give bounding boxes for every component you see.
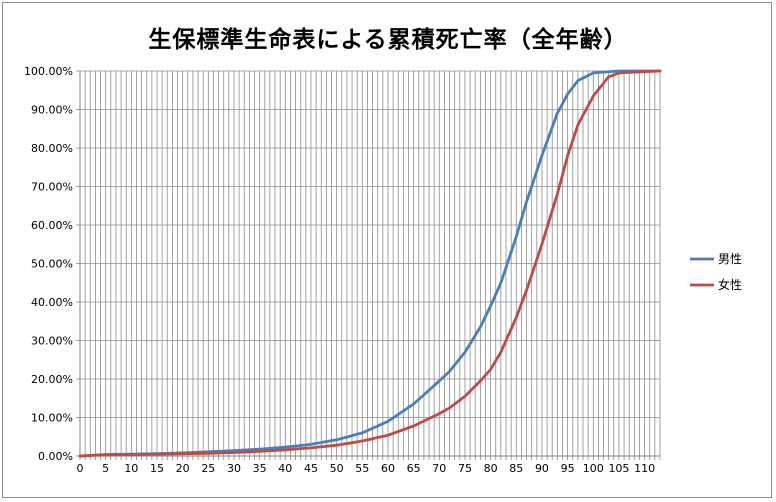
x-tick-label: 5: [102, 462, 109, 475]
x-tick-label: 35: [253, 462, 267, 475]
x-tick-label: 75: [458, 462, 472, 475]
chart-title: 生保標準生命表による累積死亡率（全年齢）: [148, 27, 628, 53]
y-tick-label: 90.00%: [31, 104, 73, 117]
x-tick-label: 90: [535, 462, 549, 475]
y-axis-ticks: 0.00% 10.00% 20.00% 30.00% 40.00% 50.00% 60.00…: [24, 65, 80, 463]
x-axis-ticks: 0 5 10 15 20 25 30 35 40 45 50 55 60 65 70 75 80 85 90 95 10…: [77, 462, 656, 475]
x-tick-label: 30: [227, 462, 241, 475]
y-tick-label: 100.00%: [24, 65, 73, 78]
legend-label-male: 男性: [718, 252, 742, 266]
legend-label-female: 女性: [718, 277, 742, 292]
x-tick-label: 105: [608, 462, 629, 475]
x-tick-label: 80: [484, 462, 498, 475]
x-tick-label: 95: [561, 462, 575, 475]
x-tick-label: 15: [150, 462, 164, 475]
x-tick-label: 20: [176, 462, 190, 475]
y-tick-label: 10.00%: [31, 412, 73, 425]
x-tick-label: 10: [124, 462, 138, 475]
series-line-female: [78, 69, 662, 458]
x-tick-label: 100: [583, 462, 604, 475]
x-tick-label: 0: [77, 462, 84, 475]
series-lines: [78, 69, 662, 458]
x-tick-label: 60: [381, 462, 395, 475]
x-tick-label: 70: [432, 462, 446, 475]
y-tick-label: 0.00%: [38, 450, 73, 463]
y-tick-label: 50.00%: [31, 258, 73, 271]
x-tick-label: 85: [509, 462, 523, 475]
x-tick-label: 55: [355, 462, 369, 475]
x-tick-label: 65: [407, 462, 421, 475]
grid: [80, 70, 661, 456]
x-tick-label: 25: [201, 462, 215, 475]
y-tick-label: 40.00%: [31, 296, 73, 309]
x-tick-label: 40: [278, 462, 292, 475]
y-tick-label: 70.00%: [31, 181, 73, 194]
x-tick-label: 110: [634, 462, 655, 475]
x-tick-label: 45: [304, 462, 318, 475]
y-tick-label: 20.00%: [31, 373, 73, 386]
x-tick-label: 50: [330, 462, 344, 475]
y-tick-label: 80.00%: [31, 142, 73, 155]
y-tick-label: 30.00%: [31, 335, 73, 348]
y-tick-label: 60.00%: [31, 219, 73, 232]
